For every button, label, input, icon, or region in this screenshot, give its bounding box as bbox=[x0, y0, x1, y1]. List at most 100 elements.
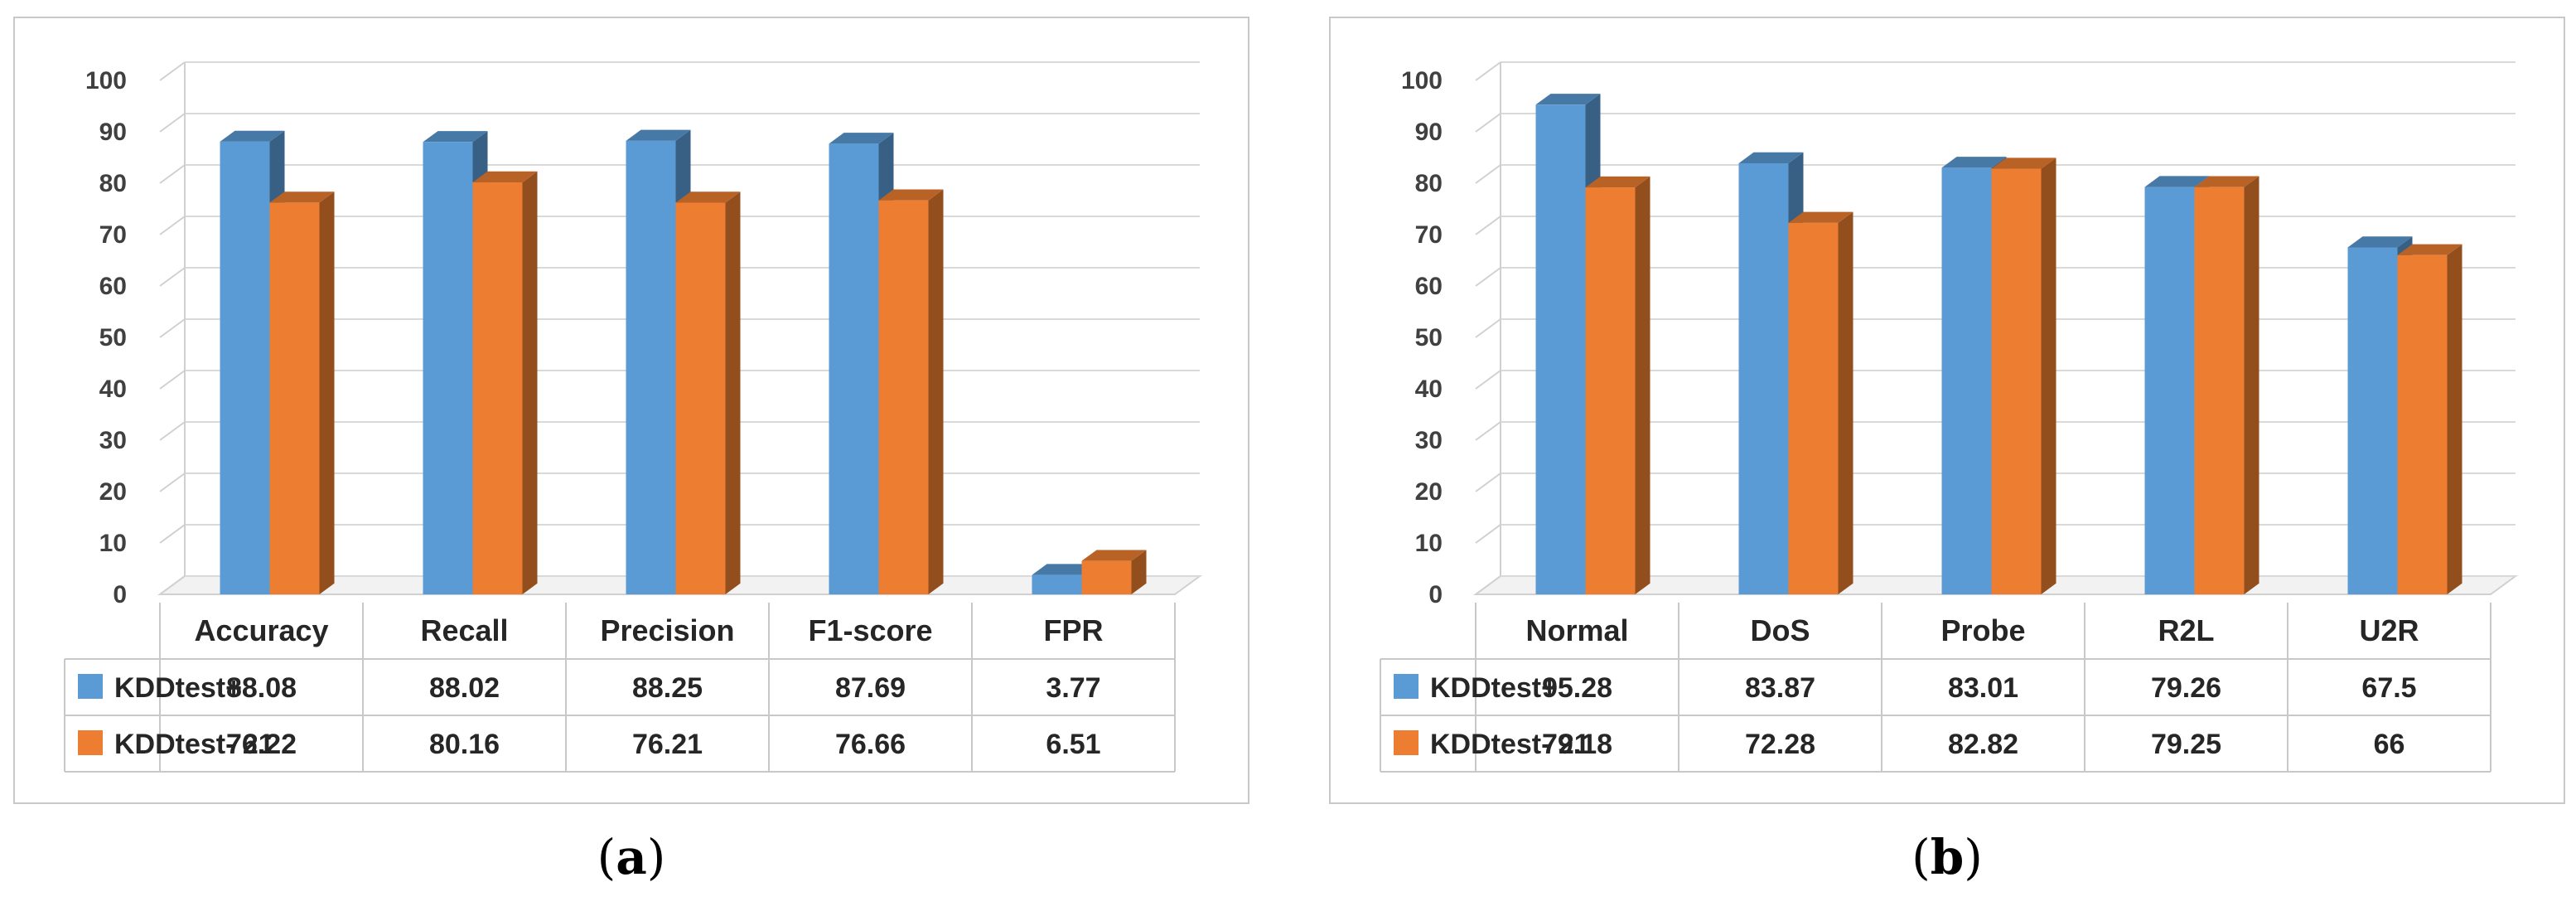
bar-dos-0 bbox=[1738, 163, 1789, 595]
bar-top-fpr-1 bbox=[1081, 550, 1147, 561]
y-tick-label: 50 bbox=[99, 324, 127, 351]
chart-b-svg: 0 10 20 30 40 50 60 70 80 90 100 Normal DoS Probe R2L U… bbox=[1380, 61, 2519, 773]
bar-side-dos-1 bbox=[1838, 211, 1853, 594]
gridline-depth bbox=[1475, 164, 1501, 184]
bar-top-u2r-0 bbox=[2347, 236, 2413, 248]
bar-top-accuracy-0 bbox=[220, 130, 285, 142]
x-category-label: DoS bbox=[1751, 613, 1810, 647]
bar-top-dos-1 bbox=[1788, 211, 1853, 223]
data-table-value: 76.22 bbox=[226, 729, 297, 760]
caption-a: (a) bbox=[597, 829, 666, 885]
bar-precision-0 bbox=[626, 140, 676, 595]
gridline-depth bbox=[159, 472, 186, 492]
legend-series-name: KDDtest+ bbox=[1430, 672, 1558, 704]
bar-f1-score-1 bbox=[878, 200, 929, 594]
x-category-label: Precision bbox=[600, 613, 734, 647]
y-tick-label: 20 bbox=[99, 478, 127, 506]
bar-top-f1-score-0 bbox=[829, 133, 894, 144]
bar-accuracy-1 bbox=[269, 202, 320, 594]
gridline-depth bbox=[159, 524, 186, 544]
x-category-label: R2L bbox=[2158, 613, 2214, 647]
data-table-value: 87.69 bbox=[835, 672, 906, 704]
x-category-label: Probe bbox=[1940, 613, 2025, 647]
gridline-depth bbox=[1475, 575, 1501, 595]
y-tick-label: 50 bbox=[1415, 324, 1443, 351]
gridline-depth bbox=[1475, 61, 1501, 81]
chart-panel-b: 0 10 20 30 40 50 60 70 80 90 100 Normal DoS Probe R2L U… bbox=[1329, 17, 2565, 804]
data-table-value: 72.28 bbox=[1745, 729, 1815, 760]
bar-top-fpr-0 bbox=[1032, 564, 1097, 575]
legend-swatch bbox=[1394, 674, 1418, 699]
y-tick-label: 60 bbox=[1415, 273, 1443, 300]
data-table-value: 76.66 bbox=[835, 729, 906, 760]
bar-probe-0 bbox=[1941, 167, 1992, 594]
y-tick-label: 30 bbox=[1415, 427, 1443, 454]
data-table-value: 80.16 bbox=[429, 729, 500, 760]
y-tick-label: 70 bbox=[99, 221, 127, 249]
bar-top-recall-0 bbox=[423, 131, 488, 143]
data-table-value: 83.01 bbox=[1948, 672, 2018, 704]
bar-normal-0 bbox=[1535, 104, 1586, 595]
x-category-label: U2R bbox=[2359, 613, 2419, 647]
bar-top-accuracy-1 bbox=[269, 191, 335, 203]
bar-f1-score-0 bbox=[829, 143, 879, 594]
gridline-depth bbox=[1475, 216, 1501, 235]
gridline-depth bbox=[159, 61, 186, 81]
data-table-value: 88.02 bbox=[429, 672, 500, 704]
bar-side-precision-1 bbox=[725, 191, 741, 594]
y-tick-label: 90 bbox=[1415, 119, 1443, 146]
gridline-depth bbox=[1475, 267, 1501, 287]
bar-top-f1-score-1 bbox=[878, 189, 944, 201]
bar-side-accuracy-1 bbox=[319, 191, 335, 594]
chart-a-svg: 0 10 20 30 40 50 60 70 80 90 100 Accuracy Recall Prec… bbox=[64, 61, 1203, 773]
bar-side-normal-1 bbox=[1635, 176, 1650, 594]
bar-top-dos-0 bbox=[1738, 152, 1804, 164]
bar-side-f1-score-1 bbox=[928, 189, 944, 594]
bar-top-u2r-1 bbox=[2397, 244, 2462, 255]
bar-probe-1 bbox=[1991, 168, 2042, 595]
data-table-value: 88.08 bbox=[226, 672, 297, 704]
y-tick-label: 80 bbox=[99, 170, 127, 197]
gridline-depth bbox=[1475, 113, 1501, 133]
data-table-value: 95.28 bbox=[1542, 672, 1612, 704]
data-table-value: 3.77 bbox=[1046, 672, 1100, 704]
y-tick-label: 100 bbox=[1401, 67, 1443, 94]
data-table-value: 79.25 bbox=[2151, 729, 2221, 760]
bar-top-normal-0 bbox=[1535, 94, 1601, 105]
y-tick-label: 0 bbox=[113, 581, 127, 608]
x-category-label: F1-score bbox=[808, 613, 932, 647]
bar-top-probe-0 bbox=[1941, 157, 2007, 168]
x-category-label: FPR bbox=[1044, 613, 1104, 647]
legend-swatch bbox=[1394, 730, 1418, 755]
data-table-value: 83.87 bbox=[1745, 672, 1815, 704]
data-table-value: 67.5 bbox=[2361, 672, 2416, 704]
y-tick-label: 40 bbox=[99, 376, 127, 403]
bar-recall-1 bbox=[472, 182, 523, 594]
bar-recall-0 bbox=[423, 142, 473, 594]
caption-b: (b) bbox=[1911, 829, 1983, 885]
data-table-value: 79.18 bbox=[1542, 729, 1612, 760]
legend-series-name: KDDtest- 21 bbox=[114, 729, 274, 760]
bar-top-r2l-1 bbox=[2194, 176, 2259, 187]
y-tick-label: 60 bbox=[99, 273, 127, 300]
bar-dos-1 bbox=[1788, 222, 1839, 594]
gridline-depth bbox=[159, 370, 186, 390]
bar-side-probe-1 bbox=[2041, 157, 2056, 595]
gridline-depth bbox=[159, 267, 186, 287]
gridline-depth bbox=[159, 421, 186, 441]
bar-u2r-1 bbox=[2397, 254, 2448, 594]
bar-fpr-0 bbox=[1032, 574, 1082, 594]
x-category-label: Recall bbox=[420, 613, 508, 647]
bar-top-normal-1 bbox=[1585, 176, 1650, 188]
x-category-label: Normal bbox=[1525, 613, 1628, 647]
data-table-value: 76.21 bbox=[632, 729, 703, 760]
data-table-value: 82.82 bbox=[1948, 729, 2018, 760]
gridline-depth bbox=[159, 318, 186, 338]
y-tick-label: 100 bbox=[85, 67, 127, 94]
bar-accuracy-0 bbox=[220, 141, 270, 595]
gridline-depth bbox=[1475, 472, 1501, 492]
bar-fpr-1 bbox=[1081, 560, 1132, 594]
bar-top-precision-1 bbox=[675, 191, 741, 203]
legend-swatch bbox=[78, 730, 103, 755]
y-tick-label: 90 bbox=[99, 119, 127, 146]
